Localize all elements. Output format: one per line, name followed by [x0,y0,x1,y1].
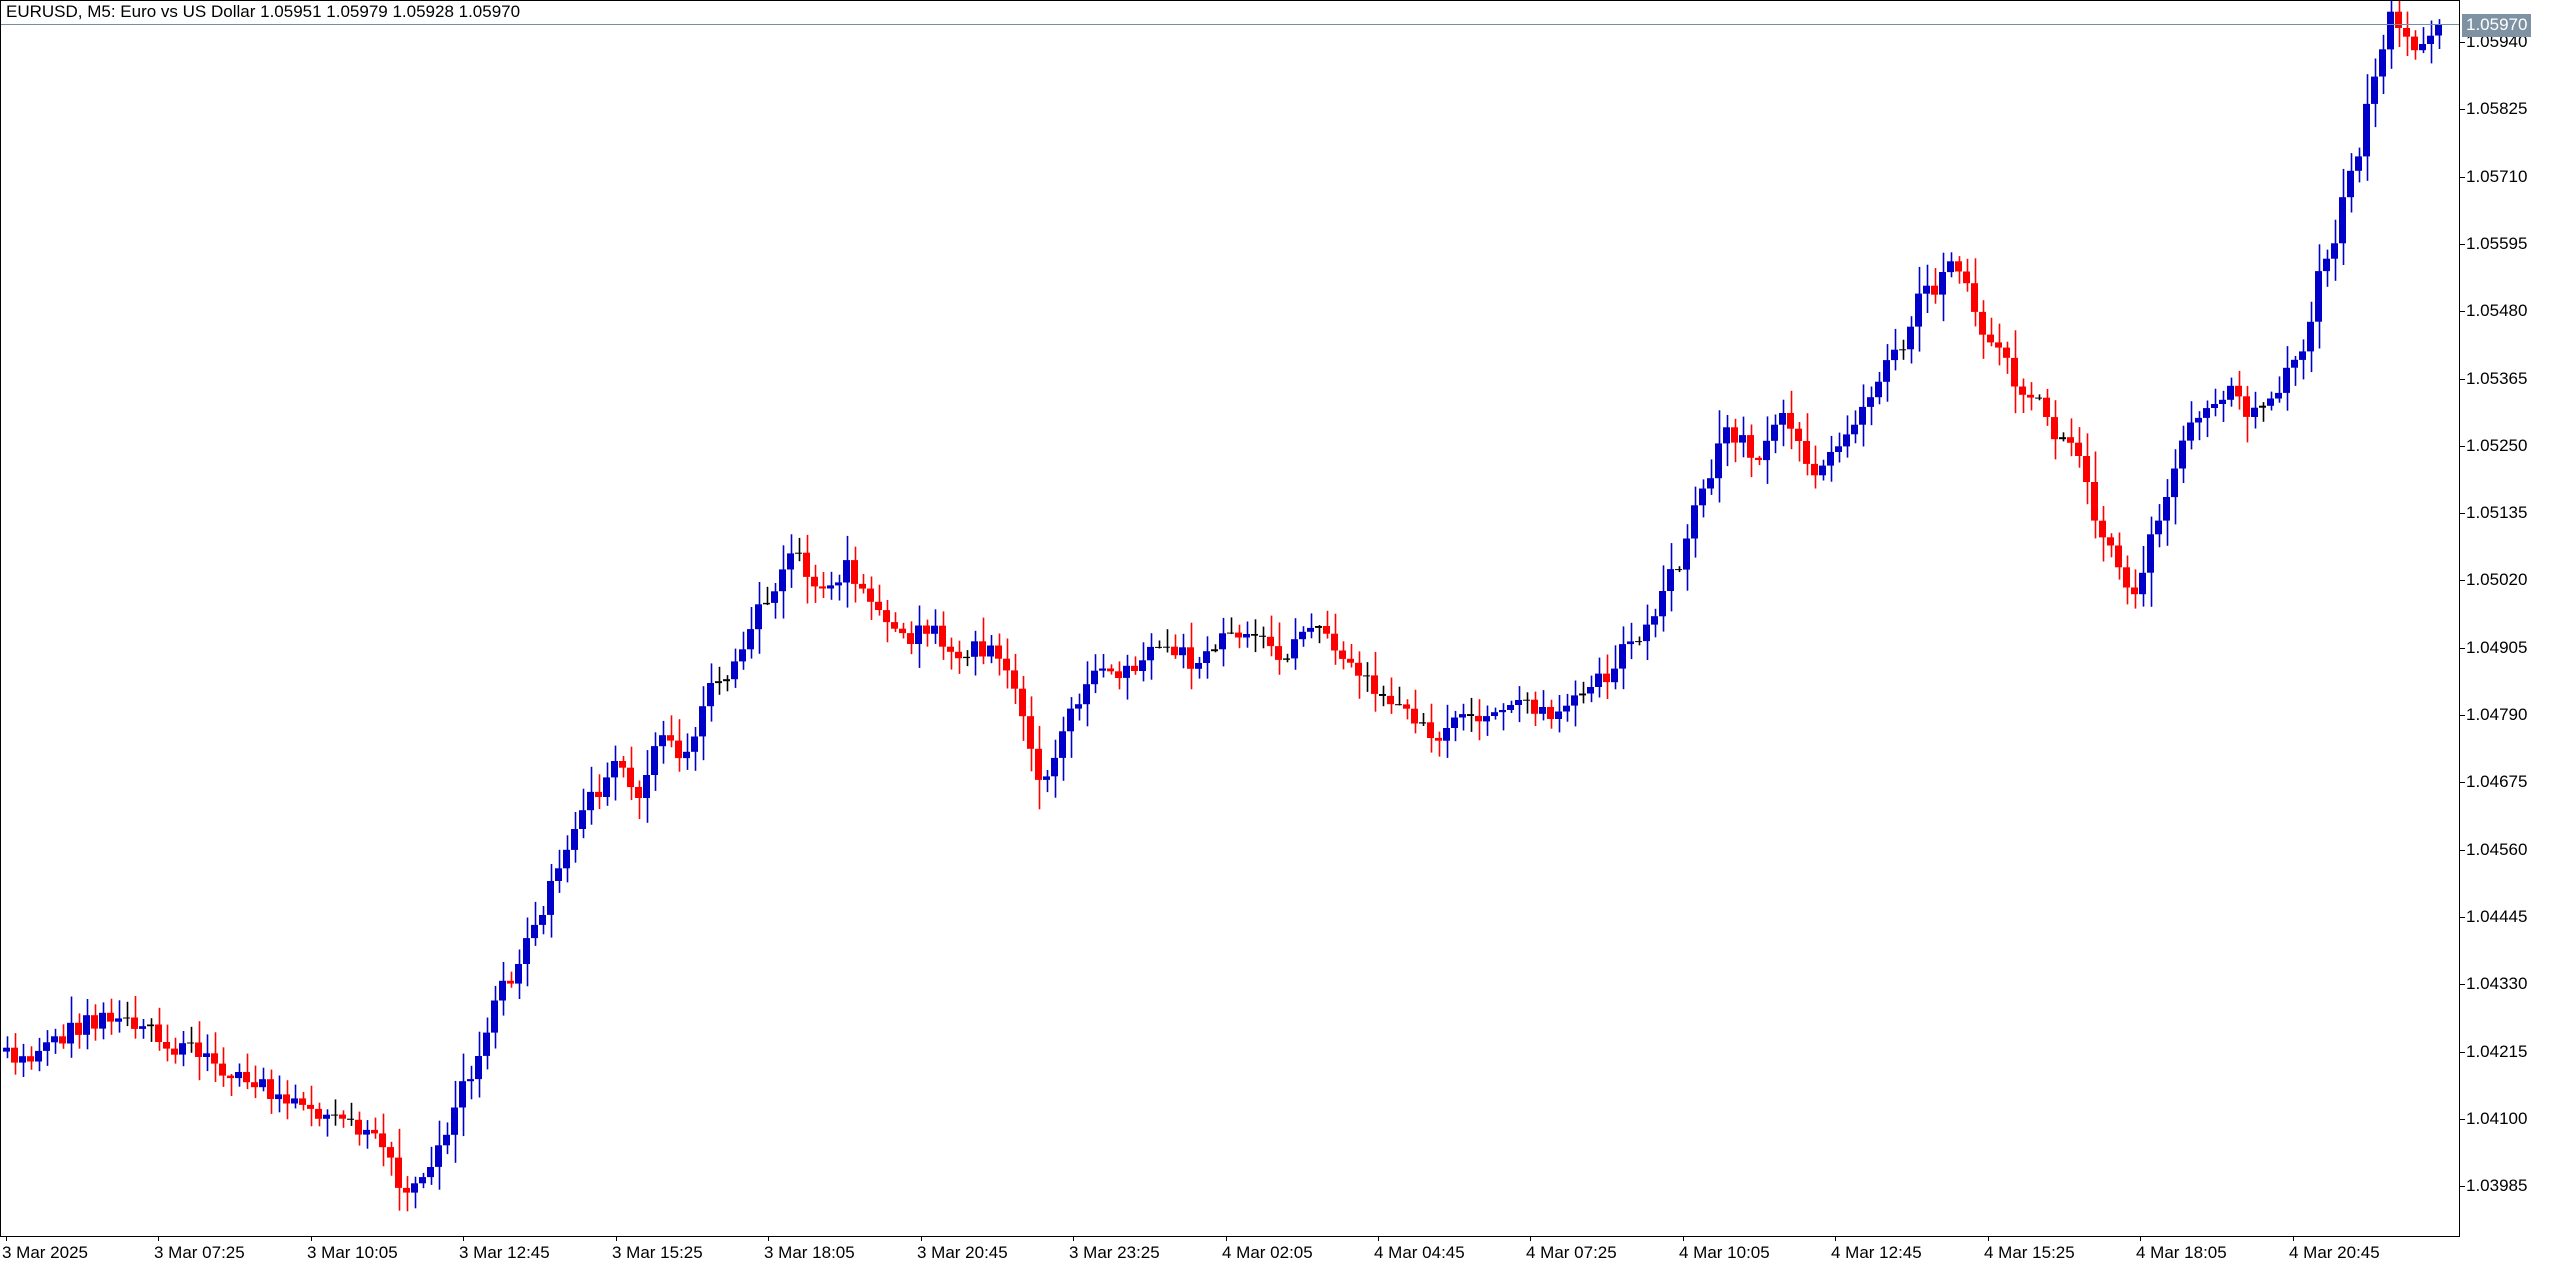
time-axis-label: 3 Mar 23:25 [1069,1243,1160,1262]
time-axis-label: 3 Mar 2025 [2,1243,88,1262]
price-axis-label: 1.05710 [2466,167,2528,186]
price-axis-label: 1.04215 [2466,1042,2528,1061]
price-axis-tick [2460,379,2465,380]
time-axis-tick [2293,1236,2294,1241]
chart-title: EURUSD, M5: Euro vs US Dollar 1.05951 1.… [6,2,521,21]
time-axis-label: 4 Mar 15:25 [1984,1243,2075,1262]
price-axis-tick [2460,580,2465,581]
time-axis-tick [768,1236,769,1241]
time-axis-label: 3 Mar 20:45 [917,1243,1008,1262]
price-axis-tick [2460,917,2465,918]
time-axis-tick [1988,1236,1989,1241]
price-axis-tick [2460,446,2465,447]
time-axis-label: 4 Mar 10:05 [1679,1243,1770,1262]
time-axis-label: 3 Mar 07:25 [154,1243,245,1262]
current-price-badge[interactable]: 1.05970 [2462,14,2532,37]
candlestick-series [3,1,2442,1212]
chart-frame-bottom-border [0,1236,2460,1237]
chart-frame-top-border [0,0,2460,1]
price-axis-tick [2460,984,2465,985]
price-axis-tick [2460,109,2465,110]
time-axis-label: 3 Mar 18:05 [764,1243,855,1262]
time-axis-tick [6,1236,7,1241]
time-axis-label: 3 Mar 12:45 [459,1243,550,1262]
time-axis-tick [158,1236,159,1241]
price-axis-tick [2460,1186,2465,1187]
time-axis-tick [1530,1236,1531,1241]
time-axis-label: 4 Mar 07:25 [1526,1243,1617,1262]
time-axis-label: 4 Mar 02:05 [1222,1243,1313,1262]
time-axis-label: 3 Mar 10:05 [307,1243,398,1262]
chart-frame-right-border [2459,0,2460,1237]
price-axis-label: 1.04445 [2466,907,2528,926]
chart-frame-left-border [0,0,1,1237]
price-axis-tick [2460,42,2465,43]
price-axis-label: 1.05365 [2466,369,2528,388]
price-axis-tick [2460,1119,2465,1120]
price-axis-tick [2460,311,2465,312]
time-axis-tick [1378,1236,1379,1241]
time-axis[interactable]: 3 Mar 2025 3 Mar 07:25 3 Mar 10:05 3 Mar 12… [0,1236,2460,1270]
time-axis-label: 4 Mar 18:05 [2136,1243,2227,1262]
time-axis-tick [1073,1236,1074,1241]
price-axis-tick [2460,648,2465,649]
price-axis-tick [2460,513,2465,514]
price-axis-label: 1.05595 [2466,234,2528,253]
time-axis-label: 4 Mar 12:45 [1831,1243,1922,1262]
price-axis[interactable]: 1.05940 1.05825 1.05710 1.05595 1.05480 1.053… [2460,0,2556,1237]
price-axis-label: 1.04790 [2466,705,2528,724]
time-axis-tick [311,1236,312,1241]
time-axis-tick [1683,1236,1684,1241]
price-axis-label: 1.04675 [2466,772,2528,791]
price-axis-label: 1.05135 [2466,503,2528,522]
price-axis-label: 1.05020 [2466,570,2528,589]
price-axis-tick [2460,782,2465,783]
time-axis-label: 4 Mar 04:45 [1374,1243,1465,1262]
time-axis-tick [1226,1236,1227,1241]
bid-price-line [1,24,2459,25]
time-axis-label: 3 Mar 15:25 [612,1243,703,1262]
price-axis-tick [2460,1052,2465,1053]
chart-plot-area[interactable] [1,1,2459,1236]
time-axis-tick [1835,1236,1836,1241]
price-axis-label: 1.03985 [2466,1176,2528,1195]
time-axis-tick [616,1236,617,1241]
price-axis-tick [2460,850,2465,851]
price-axis-label: 1.05250 [2466,436,2528,455]
price-axis-label: 1.04905 [2466,638,2528,657]
time-axis-label: 4 Mar 20:45 [2289,1243,2380,1262]
price-axis-label: 1.04330 [2466,974,2528,993]
price-axis-tick [2460,715,2465,716]
time-axis-tick [2140,1236,2141,1241]
price-axis-label: 1.05940 [2466,32,2528,51]
price-axis-label: 1.04100 [2466,1109,2528,1128]
price-axis-label: 1.05825 [2466,99,2528,118]
price-axis-tick [2460,244,2465,245]
price-axis-label: 1.04560 [2466,840,2528,859]
price-axis-tick [2460,177,2465,178]
price-axis-label: 1.05480 [2466,301,2528,320]
time-axis-tick [463,1236,464,1241]
time-axis-tick [921,1236,922,1241]
